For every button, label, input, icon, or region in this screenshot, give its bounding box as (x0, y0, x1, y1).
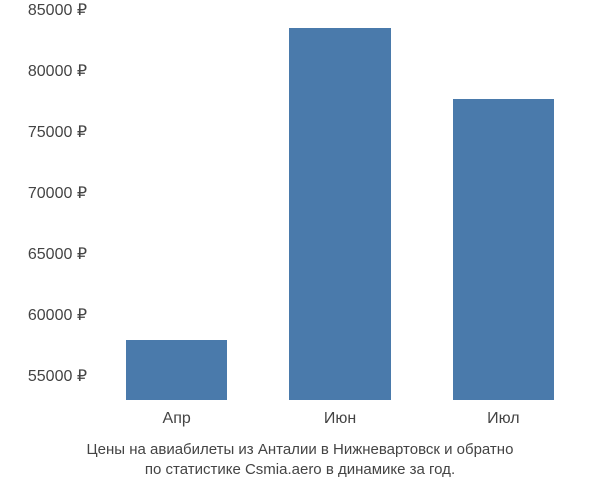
x-tick-label: Июл (487, 410, 519, 428)
bar (126, 340, 227, 400)
y-tick-label: 65000 ₽ (28, 244, 87, 264)
price-chart: 55000 ₽ 60000 ₽ 65000 ₽ 70000 ₽ 75000 ₽ 80000… (0, 0, 600, 500)
x-tick-label: Апр (163, 410, 191, 428)
bar (453, 99, 554, 400)
x-tick-label: Июн (324, 410, 356, 428)
chart-caption: Цены на авиабилеты из Анталии в Нижневар… (0, 440, 600, 481)
caption-line: по статистике Csmia.aero в динамике за г… (0, 460, 600, 480)
bar (289, 28, 390, 400)
caption-line: Цены на авиабилеты из Анталии в Нижневар… (0, 440, 600, 460)
y-tick-label: 75000 ₽ (28, 122, 87, 142)
y-tick-label: 85000 ₽ (28, 0, 87, 20)
y-tick-label: 80000 ₽ (28, 61, 87, 81)
y-tick-label: 60000 ₽ (28, 305, 87, 325)
y-tick-label: 70000 ₽ (28, 183, 87, 203)
y-tick-label: 55000 ₽ (28, 366, 87, 386)
